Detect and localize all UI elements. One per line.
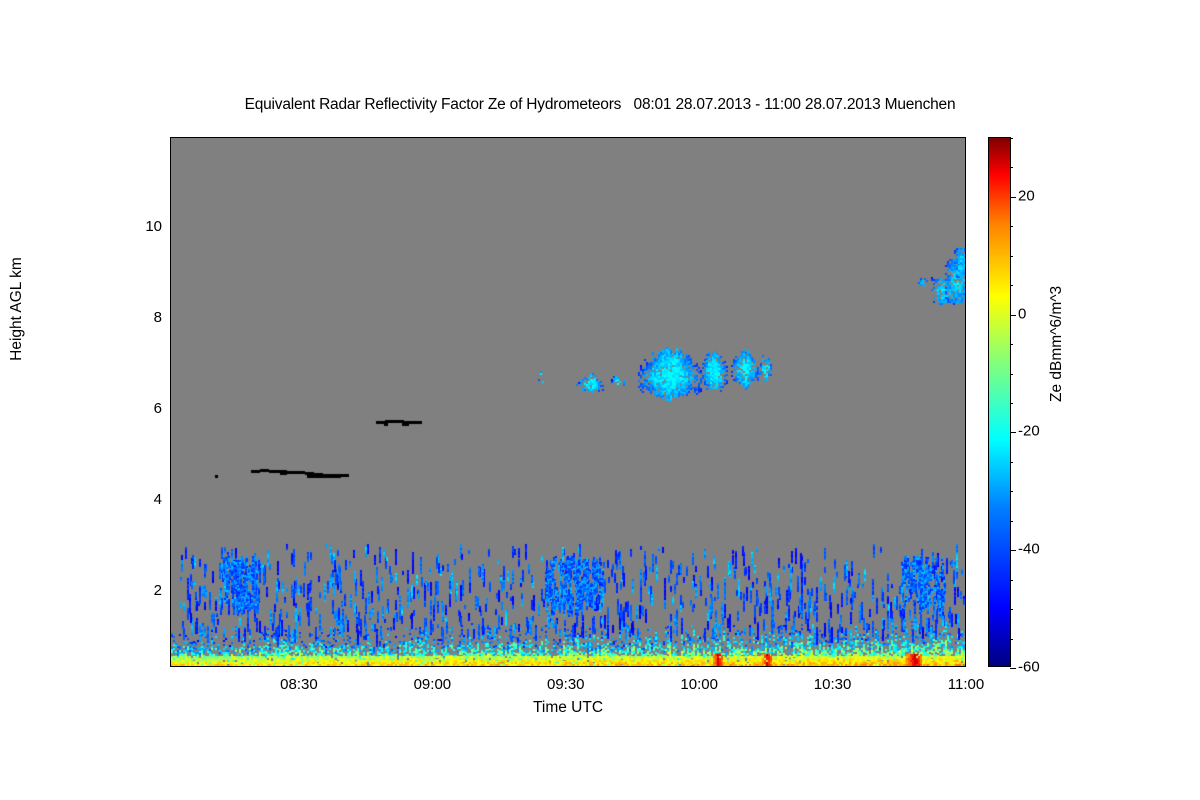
x-tick-minor: [522, 666, 523, 667]
x-tick-label: 11:00: [947, 676, 985, 693]
x-tick-label: 08:30: [280, 676, 318, 693]
colorbar-tick: [1010, 462, 1013, 463]
y-tick-major-right: [965, 593, 966, 594]
y-tick-major-right: [965, 229, 966, 230]
colorbar-tick: [1010, 580, 1013, 581]
colorbar-tick: [1010, 285, 1013, 286]
x-tick-minor: [745, 666, 746, 667]
y-tick-minor-right: [965, 456, 966, 457]
x-tick-label: 10:00: [680, 676, 718, 693]
colorbar-tick: [1010, 344, 1013, 345]
y-tick-label: 10: [145, 217, 162, 235]
x-tick-label: 09:00: [413, 676, 452, 693]
y-tick-major-right: [965, 320, 966, 321]
x-tick-minor: [344, 666, 345, 667]
colorbar-title: Ze dBmm^6/m^3: [1048, 285, 1065, 402]
colorbar-tick: [1010, 197, 1016, 198]
colorbar-tick: [1010, 521, 1013, 522]
y-axis-title: Height AGL km: [8, 257, 25, 361]
radar-heatmap-canvas: [171, 138, 965, 666]
x-tick-label: 09:30: [546, 676, 585, 693]
y-tick-minor-right: [965, 547, 966, 548]
colorbar-ticks: [989, 138, 1016, 669]
colorbar-tick: [1010, 226, 1013, 227]
colorbar-tick: [1010, 609, 1013, 610]
colorbar-tick-label: 0: [1018, 305, 1027, 323]
plot-area: [170, 137, 966, 667]
x-tick-minor: [211, 666, 212, 667]
colorbar-tick: [1010, 138, 1013, 139]
colorbar-tick-label: -40: [1018, 540, 1040, 558]
colorbar-tick-label: 20: [1018, 187, 1035, 205]
x-tick-minor: [789, 666, 790, 667]
colorbar-tick: [1010, 374, 1013, 375]
x-tick-major: [834, 666, 835, 667]
x-tick-major: [300, 666, 301, 667]
colorbar-tick: [1010, 315, 1016, 316]
x-tick-major: [700, 666, 701, 667]
y-tick-minor-right: [965, 183, 966, 184]
x-tick-minor: [389, 666, 390, 667]
colorbar-tick: [1010, 256, 1013, 257]
x-tick-major: [567, 666, 568, 667]
x-tick-minor: [478, 666, 479, 667]
colorbar-tick: [1010, 668, 1016, 669]
x-axis-title: Time UTC: [532, 699, 604, 716]
y-tick-major-right: [965, 502, 966, 503]
colorbar-tick: [1010, 639, 1013, 640]
colorbar-tick: [1010, 403, 1013, 404]
colorbar-tick: [1010, 491, 1013, 492]
x-tick-minor: [878, 666, 879, 667]
y-tick-label: 6: [153, 399, 162, 417]
colorbar-tick-label: -20: [1018, 422, 1040, 440]
x-tick-minor: [255, 666, 256, 667]
x-tick-minor: [611, 666, 612, 667]
x-tick-minor: [656, 666, 657, 667]
y-tick-label: 4: [153, 490, 162, 508]
y-tick-minor-right: [965, 274, 966, 275]
y-tick-label: 8: [153, 308, 162, 326]
x-tick-minor: [923, 666, 924, 667]
y-tick-label: 2: [153, 581, 162, 599]
colorbar-tick: [1010, 432, 1016, 433]
colorbar-tick: [1010, 167, 1013, 168]
y-tick-major-right: [965, 411, 966, 412]
colorbar-tick-label: -60: [1018, 658, 1040, 676]
x-tick-major: [433, 666, 434, 667]
colorbar-tick: [1010, 550, 1016, 551]
colorbar: [988, 137, 1016, 669]
page-title: Equivalent Radar Reflectivity Factor Ze …: [244, 96, 956, 113]
x-tick-label: 10:30: [813, 676, 852, 693]
y-tick-minor-right: [965, 638, 966, 639]
y-tick-minor-right: [965, 365, 966, 366]
